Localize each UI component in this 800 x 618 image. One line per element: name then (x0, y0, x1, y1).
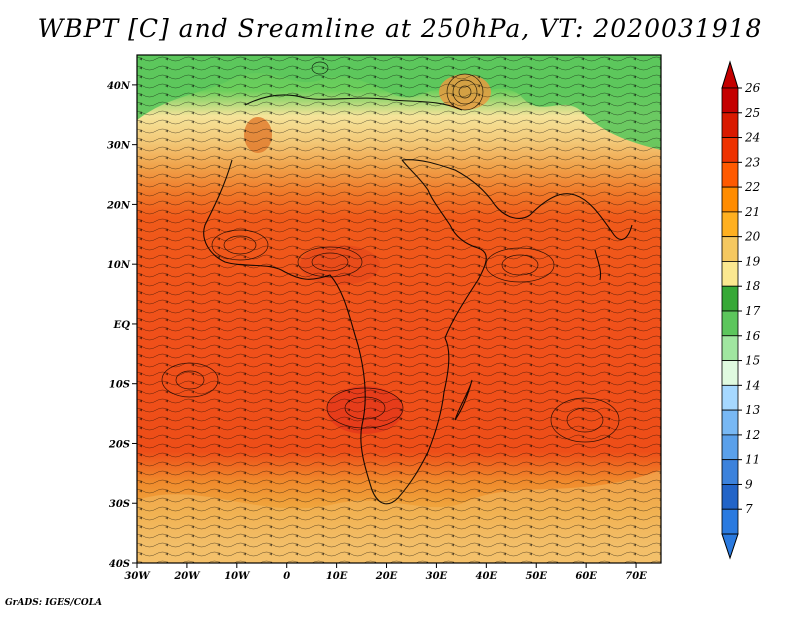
colorbar-label: 12 (745, 428, 760, 442)
colorbar-swatch (721, 161, 739, 188)
map-frame (136, 54, 662, 564)
lon-tick-label: 20W (173, 571, 201, 582)
lon-tick-label: 60E (575, 571, 597, 582)
lat-tick-label: 10N (107, 260, 131, 271)
colorbar-label: 14 (745, 378, 760, 392)
colorbar-label: 24 (744, 131, 760, 145)
longitude-axis: 30W 20W 10W 0 10E 20E 30E 40E 50E 60E 70E (124, 563, 647, 582)
colorbar-swatch (721, 409, 739, 436)
colorbar-swatch (721, 112, 739, 138)
colorbar-swatch (721, 384, 739, 411)
lat-tick-label: 40N (107, 81, 131, 92)
lon-tick-label: 10W (224, 571, 251, 582)
colorbar-legend: 26 25 24 23 22 21 20 19 18 17 16 15 14 13 12 11 9 7 (721, 60, 761, 560)
colorbar-label: 15 (745, 354, 760, 368)
colorbar-label: 7 (745, 502, 753, 516)
streamline-field (137, 55, 661, 563)
lat-tick-label: 20S (108, 439, 130, 450)
lon-tick-label: 10E (326, 571, 348, 582)
lat-tick-label: 30N (107, 141, 131, 152)
colorbar-swatch (721, 335, 739, 361)
colorbar-label: 11 (745, 453, 760, 467)
colorbar-label: 19 (745, 254, 761, 268)
lon-tick-label: 40E (476, 571, 498, 582)
lat-tick-label: 40S (109, 559, 130, 570)
lat-tick-label: 30S (109, 499, 130, 510)
colorbar-label: 18 (745, 279, 761, 293)
colorbar-label: 13 (745, 403, 761, 417)
colorbar-swatch (721, 137, 739, 163)
colorbar-label: 25 (744, 106, 760, 120)
colorbar-label: 21 (744, 205, 760, 219)
colorbar-label: 17 (745, 304, 761, 318)
colorbar-swatch (721, 285, 739, 312)
colorbar-swatch (721, 508, 739, 535)
lon-tick-label: 70E (625, 571, 647, 582)
latitude-axis: 40N 30N 20N 10N EQ 10S 20S 30S 40S (106, 81, 137, 570)
lat-tick-label: 10S (109, 380, 130, 391)
colorbar-label: 9 (745, 477, 753, 491)
lon-tick-label: 20E (375, 571, 398, 582)
colorbar-swatch (721, 186, 739, 213)
colorbar-label: 16 (745, 329, 761, 343)
coastlines (203, 94, 633, 505)
colorbar-label: 26 (744, 81, 761, 95)
colorbar-swatch (721, 236, 739, 262)
colorbar-top-arrow (721, 60, 739, 89)
lon-tick-label: 50E (525, 571, 547, 582)
colorbar-bottom-arrow (721, 533, 739, 560)
chart-title: WBPT [C] and Sreamline at 250hPa, VT: 20… (37, 14, 763, 43)
lat-tick-label: 20N (106, 200, 131, 211)
colorbar-swatch (721, 211, 739, 238)
lat-tick-label: EQ (113, 320, 131, 331)
colorbar-swatch (721, 87, 739, 114)
colorbar-swatch (721, 310, 739, 337)
lon-tick-label: 0 (283, 571, 290, 582)
colorbar-label: 22 (744, 180, 760, 194)
map-plot-area (136, 54, 662, 564)
colorbar-swatch (721, 360, 739, 386)
colorbar-label: 23 (744, 155, 761, 169)
colorbar-swatch (721, 459, 739, 485)
colorbar-label: 20 (744, 230, 761, 244)
colorbar-swatch (721, 484, 739, 510)
colorbar-swatch (721, 261, 739, 287)
lon-tick-label: 30E (426, 571, 448, 582)
colorbar-swatch (721, 434, 739, 461)
lon-tick-label: 30W (124, 571, 151, 582)
vortices (161, 61, 620, 443)
grads-credit: GrADS: IGES/COLA (5, 598, 103, 608)
